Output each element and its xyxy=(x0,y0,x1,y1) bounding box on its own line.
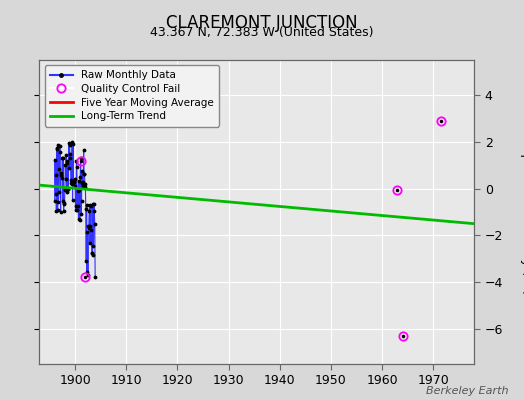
Legend: Raw Monthly Data, Quality Control Fail, Five Year Moving Average, Long-Term Tren: Raw Monthly Data, Quality Control Fail, … xyxy=(45,65,219,126)
Text: Berkeley Earth: Berkeley Earth xyxy=(426,386,508,396)
Text: CLAREMONT JUNCTION: CLAREMONT JUNCTION xyxy=(166,14,358,32)
Y-axis label: Temperature Anomaly (°C): Temperature Anomaly (°C) xyxy=(520,128,524,296)
Text: 43.367 N, 72.383 W (United States): 43.367 N, 72.383 W (United States) xyxy=(150,26,374,39)
